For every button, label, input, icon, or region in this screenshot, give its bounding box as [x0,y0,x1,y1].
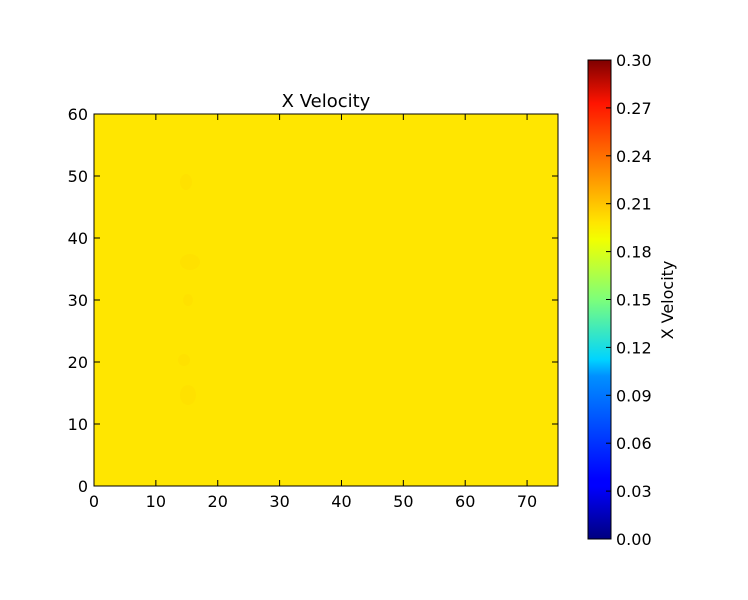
x-tick-label: 20 [208,492,228,511]
colorbar-tick-label: 0.27 [616,99,652,118]
y-tick-label: 10 [68,415,88,434]
heatmap-field [94,114,558,486]
colorbar-tick-label: 0.03 [616,482,652,501]
y-tick-label: 50 [68,167,88,186]
y-tick-label: 60 [68,105,88,124]
y-axis-ticks: 0 10 20 30 40 50 60 [68,105,558,496]
colorbar-tick-label: 0.24 [616,147,652,166]
colorbar-label: X Velocity [658,261,677,340]
colorbar-tick-label: 0.30 [616,51,652,70]
y-tick-label: 0 [78,477,88,496]
y-tick-label: 30 [68,291,88,310]
x-tick-label: 10 [146,492,166,511]
x-tick-label: 50 [393,492,413,511]
wake-disturbance [178,174,200,405]
x-tick-label: 70 [517,492,537,511]
x-tick-label: 0 [89,492,99,511]
colorbar-tick-label: 0.00 [616,530,652,549]
y-tick-label: 40 [68,229,88,248]
y-tick-label: 20 [68,353,88,372]
colorbar-tick-label: 0.06 [616,434,652,453]
x-tick-label: 30 [269,492,289,511]
colorbar-tick-label: 0.09 [616,386,652,405]
x-tick-label: 60 [455,492,475,511]
x-axis-ticks: 0 10 20 30 40 50 60 70 [89,114,537,511]
colorbar-tick-label: 0.12 [616,338,652,357]
colorbar-tick-label: 0.18 [616,243,652,262]
colorbar-tick-label: 0.21 [616,195,652,214]
colorbar-tick-label: 0.15 [616,291,652,310]
chart-title: X Velocity [282,91,371,112]
x-tick-label: 40 [331,492,351,511]
colorbar-ticks: 0.00 0.03 0.06 0.09 0.12 0.15 0.18 0.21 0.24 0.27… [606,51,652,549]
